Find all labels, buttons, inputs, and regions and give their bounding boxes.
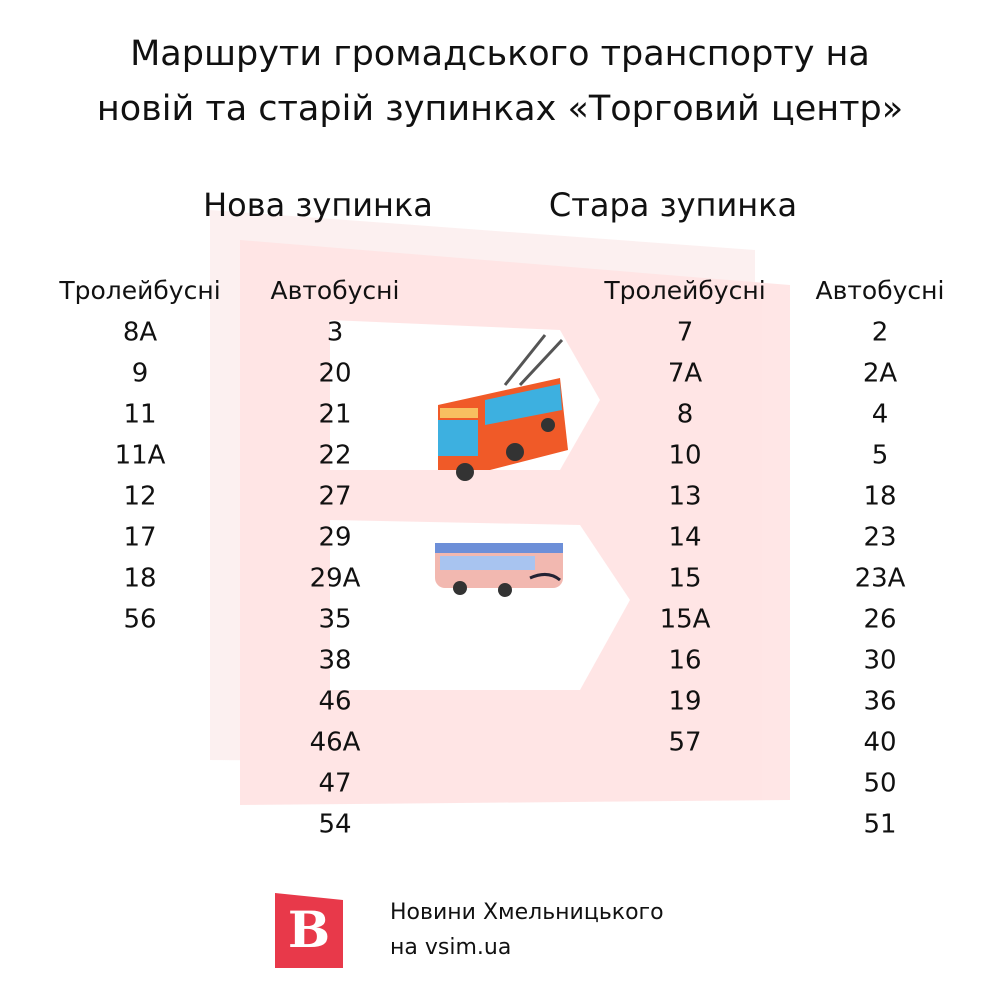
footer-line: на vsim.ua xyxy=(390,935,511,960)
route-number: 16 xyxy=(668,646,701,676)
route-number: 50 xyxy=(863,769,896,799)
route-number: 13 xyxy=(668,482,701,512)
route-number: 12 xyxy=(123,482,156,512)
route-number: 46 xyxy=(318,687,351,717)
route-number: 8А xyxy=(123,318,158,348)
footer-line: Новини Хмельницького xyxy=(390,900,664,925)
column-header: Тролейбусні xyxy=(603,276,765,305)
route-number: 20 xyxy=(318,359,351,389)
route-number: 22 xyxy=(318,441,351,471)
column-header: Тролейбусні xyxy=(58,276,220,305)
route-number: 11 xyxy=(123,400,156,430)
route-number: 21 xyxy=(318,400,351,430)
logo: В xyxy=(275,893,343,968)
bus-icon xyxy=(435,543,563,597)
watermark xyxy=(210,210,790,805)
route-number: 40 xyxy=(863,728,896,758)
route-number: 7А xyxy=(668,359,703,389)
stop-name: Стара зупинка xyxy=(549,186,797,224)
route-number: 15А xyxy=(660,605,711,635)
route-number: 9 xyxy=(132,359,149,389)
route-number: 29 xyxy=(318,523,351,553)
route-number: 8 xyxy=(677,400,694,430)
route-number: 14 xyxy=(668,523,701,553)
route-number: 23А xyxy=(855,564,906,594)
route-number: 57 xyxy=(668,728,701,758)
route-number: 51 xyxy=(863,810,896,840)
route-number: 19 xyxy=(668,687,701,717)
route-number: 4 xyxy=(872,400,889,430)
title: Маршрути громадського транспорту на xyxy=(130,34,870,74)
route-number: 38 xyxy=(318,646,351,676)
route-number: 56 xyxy=(123,605,156,635)
route-number: 47 xyxy=(318,769,351,799)
route-number: 2А xyxy=(863,359,898,389)
logo-letter: В xyxy=(288,900,330,959)
route-number: 5 xyxy=(872,441,889,471)
route-number: 35 xyxy=(318,605,351,635)
route-number: 30 xyxy=(863,646,896,676)
route-number: 18 xyxy=(863,482,896,512)
route-number: 54 xyxy=(318,810,351,840)
route-number: 11А xyxy=(115,441,166,471)
route-number: 3 xyxy=(327,318,344,348)
route-number: 23 xyxy=(863,523,896,553)
route-number: 46А xyxy=(310,728,361,758)
route-number: 17 xyxy=(123,523,156,553)
route-number: 15 xyxy=(668,564,701,594)
route-number: 27 xyxy=(318,482,351,512)
route-number: 7 xyxy=(677,318,694,348)
route-number: 26 xyxy=(863,605,896,635)
route-number: 2 xyxy=(872,318,889,348)
stop-name: Нова зупинка xyxy=(203,186,433,224)
route-number: 10 xyxy=(668,441,701,471)
route-number: 36 xyxy=(863,687,896,717)
route-number: 18 xyxy=(123,564,156,594)
route-number: 29А xyxy=(310,564,361,594)
column-header: Автобусні xyxy=(271,276,400,305)
trolleybus-icon xyxy=(438,334,568,481)
column-header: Автобусні xyxy=(816,276,945,305)
title: новій та старій зупинках «Торговий центр… xyxy=(97,89,903,129)
